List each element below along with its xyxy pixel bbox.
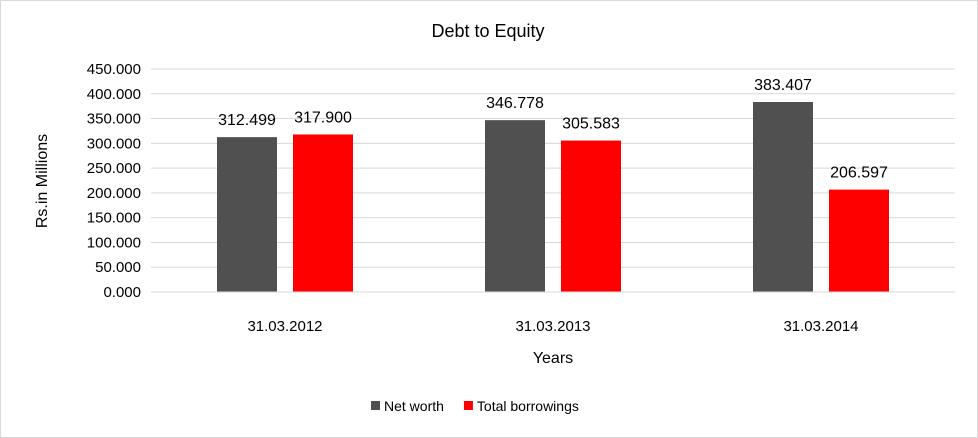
y-tick-label: 250.000	[87, 160, 141, 177]
data-label: 312.499	[218, 112, 276, 129]
data-label: 383.407	[754, 77, 812, 94]
y-tick-label: 0.000	[103, 284, 141, 301]
y-tick-label: 100.000	[87, 234, 141, 251]
x-axis-title: Years	[533, 350, 573, 367]
x-axis-ticks: 31.03.2012 31.03.2013 31.03.2014	[247, 318, 858, 335]
y-axis-ticks: 0.000 50.000 100.000 150.000 200.000 250.000 3…	[87, 61, 141, 301]
y-tick-label: 150.000	[87, 210, 141, 227]
legend-swatch	[371, 401, 380, 410]
y-tick-label: 300.000	[87, 135, 141, 152]
y-tick-label: 450.000	[87, 61, 141, 78]
legend-label: Net worth	[384, 398, 444, 414]
data-labels: 312.499 317.900 346.778 305.583 383.407 206.5…	[218, 77, 888, 182]
y-tick-label: 50.000	[95, 259, 141, 276]
legend-label: Total borrowings	[477, 398, 579, 414]
bar-total-borrowings	[829, 189, 889, 292]
legend-swatch	[463, 401, 473, 410]
x-tick-label: 31.03.2012	[247, 318, 322, 335]
data-label: 317.900	[294, 109, 352, 126]
data-label: 305.583	[562, 116, 620, 133]
legend: Net worth Total borrowings	[371, 398, 579, 414]
bar-net-worth	[485, 120, 545, 292]
y-axis-title: Rs.in Millions	[34, 134, 51, 228]
x-tick-label: 31.03.2013	[515, 318, 590, 335]
y-tick-label: 350.000	[87, 111, 141, 128]
chart-title: Debt to Equity	[431, 21, 544, 41]
gridlines	[151, 68, 955, 268]
x-tick-label: 31.03.2014	[783, 318, 858, 335]
bar-net-worth	[753, 102, 813, 292]
bar-net-worth	[217, 137, 277, 292]
data-label: 346.778	[486, 95, 544, 112]
data-label: 206.597	[830, 165, 888, 182]
y-tick-label: 200.000	[87, 185, 141, 202]
bar-total-borrowings	[293, 134, 353, 292]
bars	[217, 102, 889, 292]
y-tick-label: 400.000	[87, 86, 141, 103]
bar-total-borrowings	[561, 140, 621, 292]
